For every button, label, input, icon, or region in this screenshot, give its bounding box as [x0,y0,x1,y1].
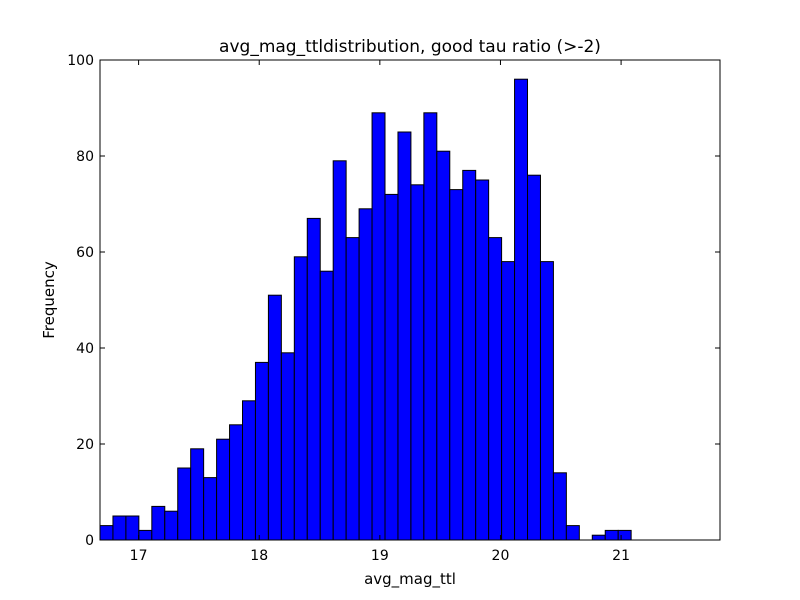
y-tick-label: 60 [76,245,94,261]
histogram-bar [565,525,580,541]
histogram-bar [501,261,516,541]
histogram-bar [319,270,334,541]
x-axis-label: avg_mag_ttl [364,570,456,589]
histogram-bar [449,189,464,541]
histogram-bar [514,78,529,541]
histogram-bar [591,534,606,541]
histogram-bar [138,529,153,541]
histogram-bar [552,472,567,541]
histogram-bar [604,529,619,541]
y-axis-label: Frequency [40,261,58,339]
histogram-bar [151,505,166,541]
chart-title: avg_mag_ttldistribution, good tau ratio … [219,37,601,57]
histogram-bar [345,237,360,541]
histogram-bar [371,112,386,541]
histogram-bar [423,112,438,541]
histogram-bar [539,261,554,541]
histogram-bar [229,424,244,541]
histogram-bar [475,179,490,541]
bars-group [99,78,632,541]
histogram-bar [293,256,308,541]
histogram-bar [216,438,231,541]
histogram-bar [177,467,192,541]
histogram-bar [306,217,321,541]
histogram-bar [617,529,632,541]
histogram-bar [332,160,347,541]
x-tick-label: 20 [492,548,510,564]
histogram-bar [254,361,269,541]
y-tick-label: 80 [76,149,94,165]
histogram-bar [203,477,218,541]
histogram-bar [125,515,140,541]
histogram-bar [242,400,256,541]
histogram-bar [99,525,114,541]
x-tick-label: 19 [371,548,389,564]
x-tick-label: 17 [130,548,148,564]
y-tick-label: 40 [76,341,94,357]
histogram-bar [384,193,399,541]
x-tick-label: 18 [250,548,268,564]
histogram-bar [267,294,282,541]
y-tick-label: 20 [76,437,94,453]
y-ticks: 0 20 40 60 80 100 [67,53,720,549]
x-ticks: 17 18 19 20 21 [130,60,630,564]
y-tick-label: 0 [85,533,94,549]
histogram-bar [164,510,179,541]
histogram-bar [462,169,477,541]
histogram-bar [488,237,503,541]
histogram-bar [436,150,451,541]
histogram-bar [112,515,127,541]
histogram-bar [190,448,205,541]
y-tick-label: 100 [67,53,94,69]
histogram-bar [358,208,373,541]
histogram-bar [527,174,541,541]
histogram-bar [280,352,295,541]
x-tick-label: 21 [612,548,630,564]
histogram-bar [397,131,412,541]
histogram-bar [410,184,425,541]
plot-frame [99,59,721,541]
